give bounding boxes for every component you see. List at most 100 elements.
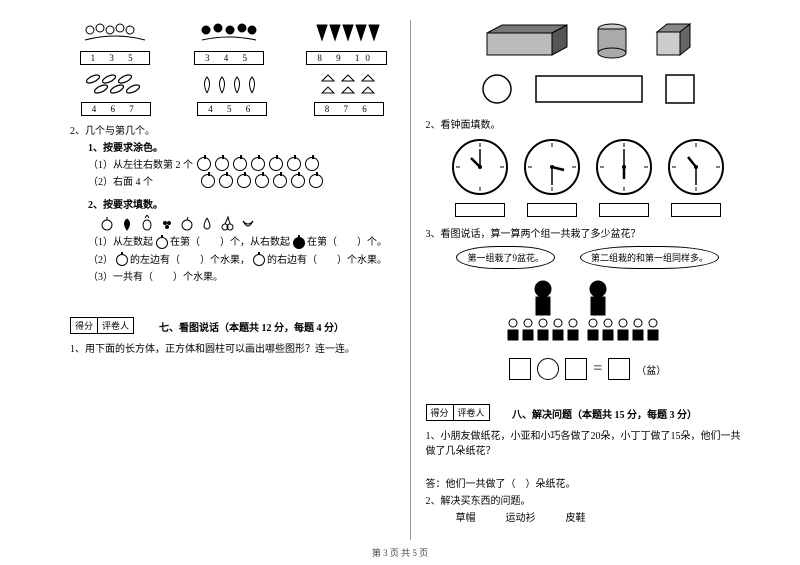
equation-row: = （盆）: [426, 358, 751, 380]
q2-1-1-text: （1）从左往右数第 2 个: [88, 156, 193, 171]
apple-icon: [305, 157, 319, 171]
result-box[interactable]: [608, 358, 630, 380]
grapes-icon: [160, 215, 174, 231]
peach-icon: [100, 215, 114, 231]
apple-icon: [287, 157, 301, 171]
grid-cell: 1 3 5: [70, 20, 159, 65]
q2-title: 2、几个与第几个。: [70, 122, 395, 137]
q3-title: 3、看图说话，算一算两个组一共栽了多少盆花？: [426, 225, 751, 240]
apple-icon: [237, 174, 251, 188]
image-grid-top: 1 3 5 3 4 5 8 9 10: [70, 20, 395, 65]
grid-cell: 8 9 10: [299, 20, 395, 65]
q2-clock-title: 2、看钟面填数。: [426, 116, 751, 131]
peach-inline-icon: [116, 254, 128, 266]
q2-2-3: （3）一共有（ ）个水果。: [88, 268, 395, 283]
rectangle-icon: [534, 74, 644, 104]
text: 的左边有（ ）个水果，: [130, 255, 250, 266]
sec7-q1: 1、用下面的长方体，正方体和圆柱可以画出哪些图形？连一连。: [70, 340, 395, 355]
grid-cell: 4 5 6: [187, 71, 279, 116]
apple-icon: [273, 174, 287, 188]
flowers-icon: [194, 20, 264, 46]
bubble-1: 第一组栽了9盆花。: [456, 246, 555, 269]
operand-box[interactable]: [509, 358, 531, 380]
q2-1-2-row: （2）右面 4 个: [88, 173, 395, 188]
apple-icon: [291, 174, 305, 188]
sec8-a1: 答：他们一共做了（ ）朵纸花。: [426, 475, 751, 490]
banana-icon: [240, 215, 254, 231]
apple-row: [197, 157, 319, 171]
circle-icon: [480, 72, 514, 106]
section-7-title: 七、看图说话（本题共 12 分，每题 4 分）: [159, 323, 344, 334]
apple-icon: [197, 157, 211, 171]
section-8-title: 八、解决问题（本题共 15 分，每题 3 分）: [512, 410, 697, 421]
flat-shapes-row: [426, 72, 751, 106]
grid-cell: 8 7 6: [303, 71, 395, 116]
clock-icon: [666, 137, 726, 197]
num-box: 1 3 5: [80, 51, 150, 65]
apple-icon: [233, 157, 247, 171]
cube-icon: [652, 20, 694, 62]
q2-1-1-row: （1）从左往右数第 2 个: [88, 156, 395, 171]
apple-icon: [269, 157, 283, 171]
answer-box[interactable]: [455, 203, 505, 217]
num-box: 8 9 10: [306, 51, 387, 65]
answer-box[interactable]: [599, 203, 649, 217]
answer-box[interactable]: [671, 203, 721, 217]
flower-scene: [426, 275, 751, 348]
text: （1）从左数起: [88, 237, 153, 248]
q2-2-1: （1）从左数起 在第（ ）个，从右数起 在第（ ）个。: [88, 233, 395, 249]
equals-sign: =: [593, 360, 602, 378]
clock-answer-row: [426, 203, 751, 217]
answer-box[interactable]: [527, 203, 577, 217]
clock-icon: [522, 137, 582, 197]
solids-row: [426, 20, 751, 62]
apple-icon: [180, 215, 194, 231]
square-icon: [664, 73, 696, 105]
cylinder-icon: [592, 21, 632, 61]
pear-inline-icon: [253, 254, 265, 266]
score-box: 得分 评卷人: [70, 317, 134, 334]
sec8-q1: 1、小朋友做纸花，小亚和小巧各做了20朵，小丁丁做了15朵，他们一共做了几朵纸花…: [426, 427, 751, 457]
grader-label: 评卷人: [454, 405, 489, 420]
apple-icon: [251, 157, 265, 171]
apple-row: [201, 174, 323, 188]
q2-1: 1、按要求涂色。: [88, 139, 395, 154]
q2-2: 2、按要求填数。: [88, 196, 395, 211]
score-box: 得分 评卷人: [426, 404, 490, 421]
operand-box[interactable]: [565, 358, 587, 380]
right-column: 2、看钟面填数。 3、看图说话，算一算两个组一共栽了多少盆花？ 第一组栽了9盆花…: [410, 20, 751, 540]
section-8-header: 得分 评卷人 八、解决问题（本题共 15 分，每题 3 分）: [426, 394, 751, 421]
cuboid-icon: [482, 21, 572, 61]
flowers-icon: [80, 20, 150, 46]
text: 的右边有（ ）个水果。: [267, 255, 387, 266]
grader-label: 评卷人: [98, 318, 133, 333]
text: （2）: [88, 255, 113, 266]
clock-row: [426, 137, 751, 197]
pineapple-icon: [140, 215, 154, 231]
apple-icon: [219, 174, 233, 188]
triangles-icon: [314, 71, 384, 97]
leaves-icon: [81, 71, 151, 97]
unit-label: （盆）: [636, 362, 666, 377]
sec8-q2: 2、解决买东西的问题。: [426, 492, 751, 507]
left-column: 1 3 5 3 4 5 8 9 10 4 6 7 4 5 6: [70, 20, 410, 540]
image-grid-bottom: 4 6 7 4 5 6 8 7 6: [70, 71, 395, 116]
carrots-icon: [312, 20, 382, 46]
apple-icon: [309, 174, 323, 188]
bubble-2: 第二组栽的和第一组同样多。: [580, 246, 719, 269]
clock-icon: [594, 137, 654, 197]
num-box: 4 6 7: [81, 102, 151, 116]
pear-icon: [200, 215, 214, 231]
grid-cell: 3 4 5: [184, 20, 273, 65]
text: 在第（ ）个，从右数起: [170, 237, 290, 248]
apple-inline-icon: [156, 237, 168, 249]
num-box: 4 5 6: [197, 102, 267, 116]
page-footer: 第 3 页 共 5 页: [0, 546, 800, 559]
num-box: 8 7 6: [314, 102, 384, 116]
grid-cell: 4 6 7: [70, 71, 162, 116]
text: 在第（ ）个。: [307, 237, 387, 248]
score-label: 得分: [71, 318, 98, 333]
apple-icon: [201, 174, 215, 188]
operator-circle[interactable]: [537, 358, 559, 380]
apple-icon: [255, 174, 269, 188]
